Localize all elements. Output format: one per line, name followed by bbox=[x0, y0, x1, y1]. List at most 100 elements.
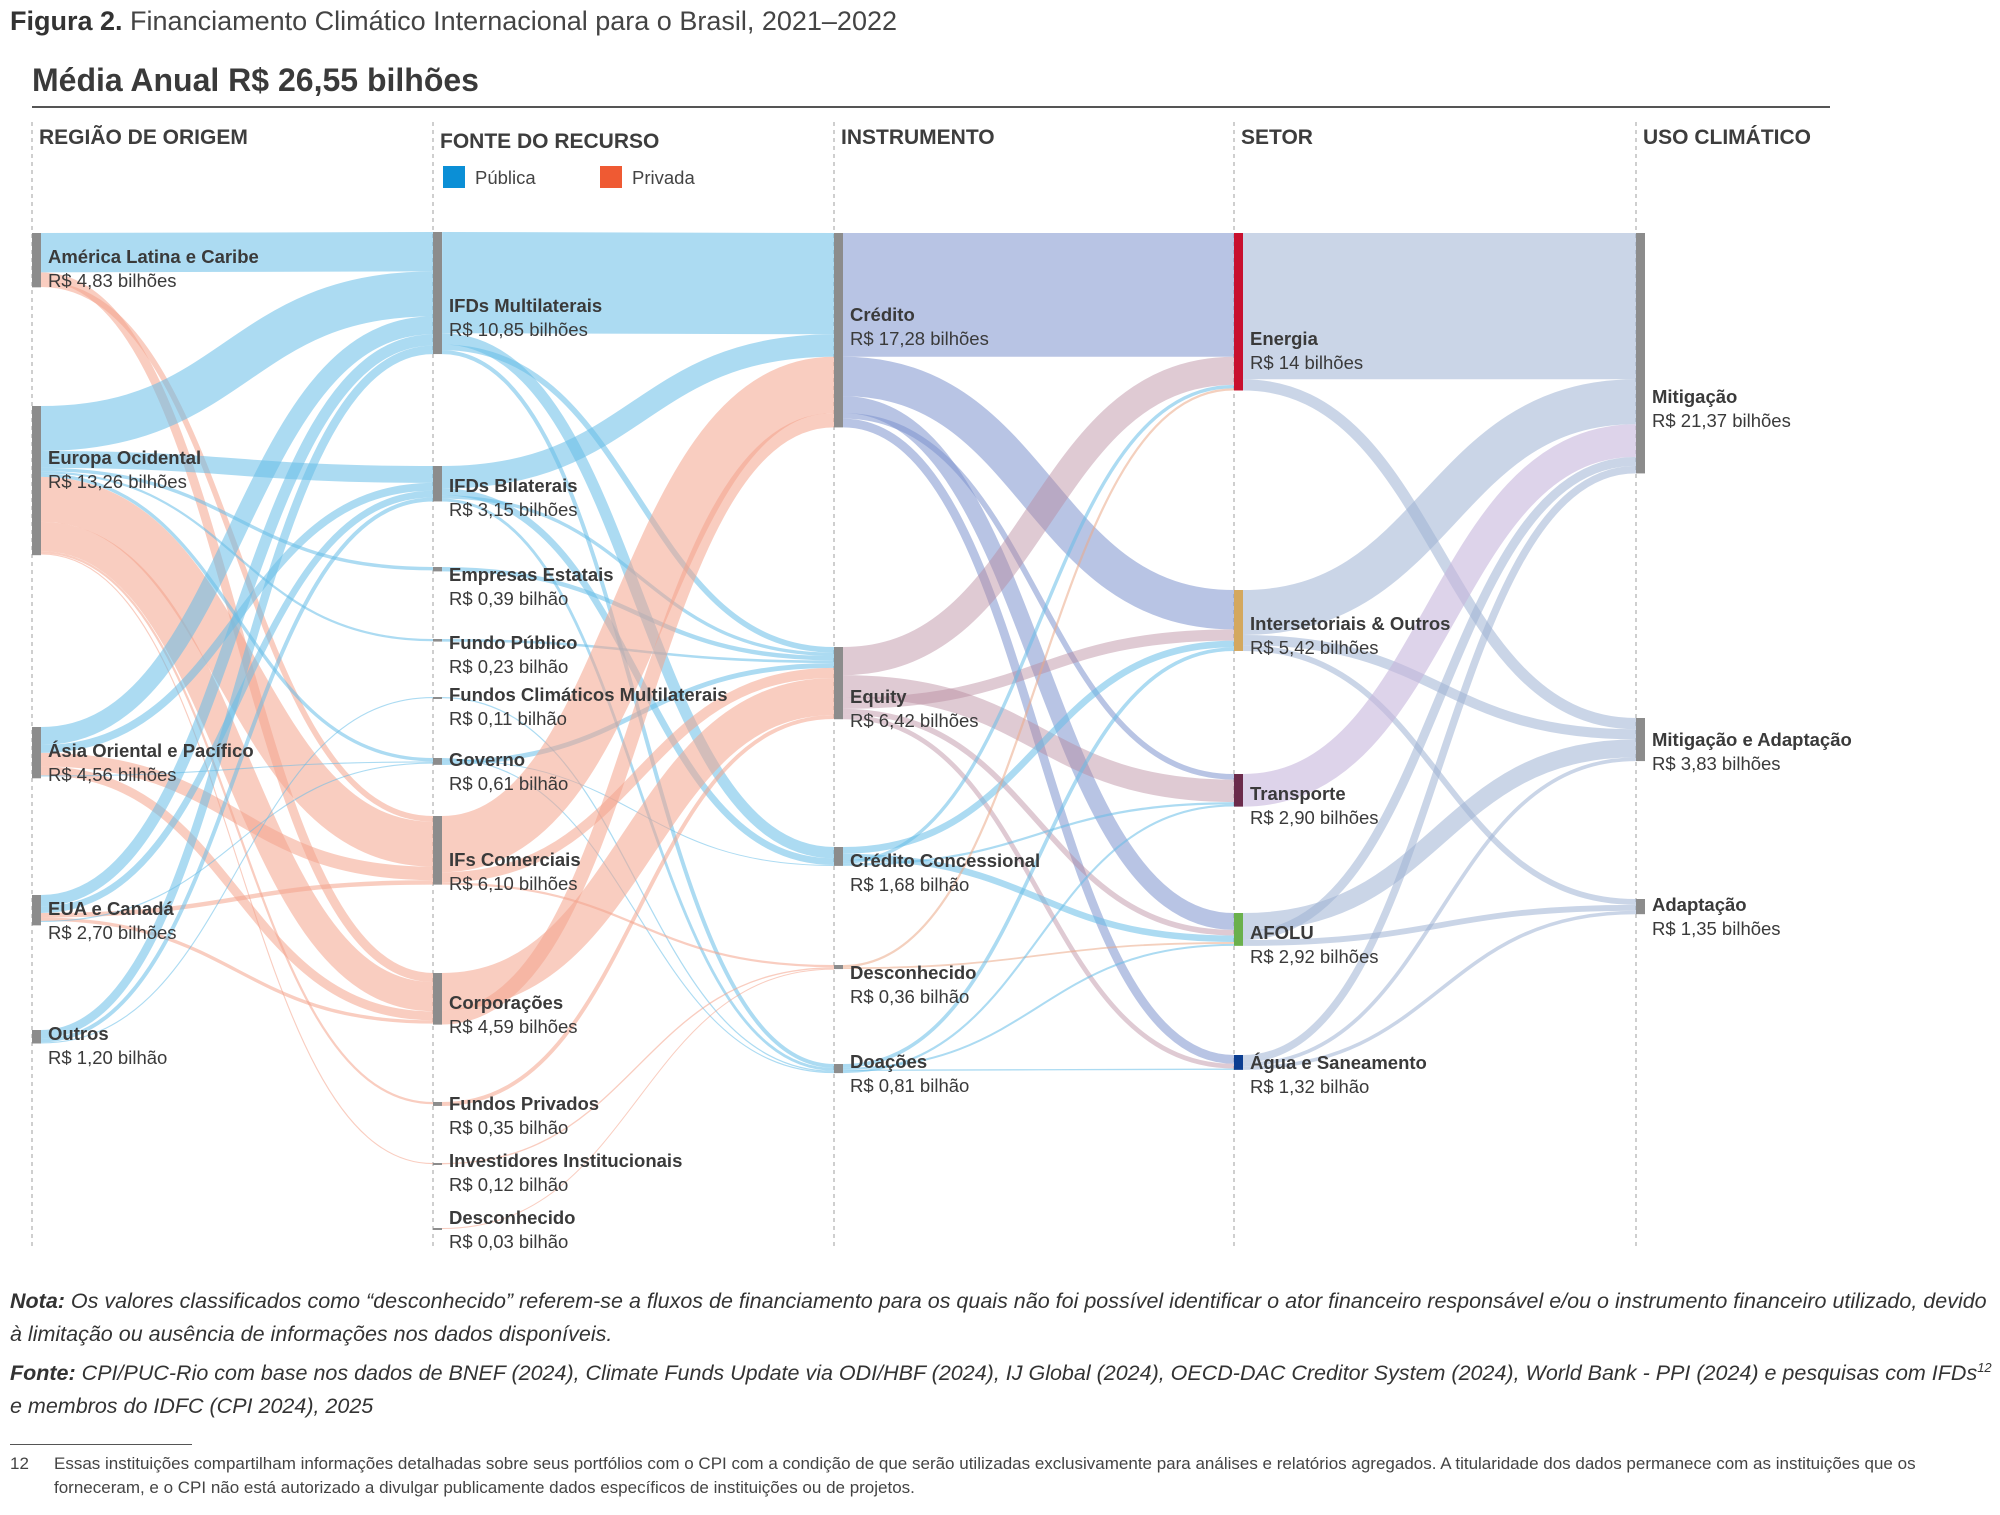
node-value-fcm: R$ 0,11 bilhão bbox=[449, 708, 567, 729]
node-credito-cred bbox=[834, 233, 843, 428]
node-value-inter: R$ 5,42 bilhões bbox=[1250, 637, 1379, 658]
node-label-ifdb: IFDs Bilaterais bbox=[449, 475, 578, 496]
flow-corp-to-cred bbox=[441, 413, 835, 1025]
node-asia-oriental-e-pacifico-aop bbox=[32, 727, 41, 779]
flow-cred-to-agua bbox=[842, 418, 1235, 1064]
node-value-desc2: R$ 0,36 bilhão bbox=[850, 986, 969, 1007]
node-mitigacao-e-adaptacao-mitad bbox=[1636, 718, 1645, 762]
node-value-empe: R$ 0,39 bilhão bbox=[449, 588, 568, 609]
node-label-aop: Ásia Oriental e Pacífico bbox=[48, 740, 254, 761]
node-desconhecido-desc1 bbox=[433, 1228, 442, 1230]
flow-agua-to-mit bbox=[1242, 465, 1637, 1063]
node-value-agua: R$ 1,32 bilhão bbox=[1250, 1076, 1369, 1097]
flow-eo-to-fpub bbox=[40, 471, 434, 642]
node-mitigacao-mit bbox=[1636, 233, 1645, 474]
flow-desc1-to-desc2 bbox=[441, 968, 835, 1229]
fonte-label: Fonte: bbox=[10, 1361, 76, 1386]
node-america-latina-e-caribe-alc bbox=[32, 233, 41, 288]
node-agua-e-saneamento-agua bbox=[1234, 1055, 1243, 1070]
node-value-invi: R$ 0,12 bilhão bbox=[449, 1174, 568, 1195]
node-labels: América Latina e Caribe R$ 4,83 bilhões Eu… bbox=[48, 246, 1852, 1252]
node-value-doa: R$ 0,81 bilhão bbox=[850, 1075, 969, 1096]
node-equity-eq bbox=[834, 647, 843, 720]
node-label-ifdm: IFDs Multilaterais bbox=[449, 295, 602, 316]
figure-title-text: Financiamento Climático Internacional pa… bbox=[130, 6, 897, 36]
flow-credc-to-trans bbox=[842, 802, 1235, 866]
node-outros-out bbox=[32, 1030, 41, 1044]
node-fundo-publico-fpub bbox=[433, 639, 442, 642]
figure-title: Figura 2. Financiamento Climático Intern… bbox=[10, 6, 897, 37]
flow-invi-to-desc2 bbox=[441, 967, 835, 1165]
flow-ifc-to-eq bbox=[441, 667, 835, 883]
node-label-ifc: IFs Comerciais bbox=[449, 849, 581, 870]
column-header-setor: SETOR bbox=[1241, 126, 1313, 149]
column-header-uso-climatico: USO CLIMÁTICO bbox=[1643, 126, 1811, 149]
flow-eq-to-afolu bbox=[842, 708, 1235, 936]
flow-ifdm-to-eq bbox=[441, 344, 835, 653]
flow-ifdm-to-cred bbox=[441, 232, 835, 335]
node-label-empe: Empresas Estatais bbox=[449, 564, 614, 585]
legend-label-privada: Privada bbox=[632, 167, 695, 188]
node-europa-ocidental-eo bbox=[32, 406, 41, 556]
flow-ene-to-mitad bbox=[1242, 379, 1637, 730]
footnote-number: 12 bbox=[10, 1454, 29, 1473]
flow-afolu-to-mit bbox=[1242, 456, 1637, 940]
flow-afolu-to-adap bbox=[1242, 904, 1637, 946]
node-value-credc: R$ 1,68 bilhão bbox=[850, 874, 969, 895]
flow-eq-to-trans bbox=[842, 675, 1235, 803]
flow-out-to-ifdb bbox=[40, 497, 434, 1043]
node-value-aop: R$ 4,56 bilhões bbox=[48, 764, 177, 785]
legend-label-publica: Pública bbox=[475, 167, 536, 188]
node-value-eo: R$ 13,26 bilhões bbox=[48, 471, 187, 492]
node-label-eo: Europa Ocidental bbox=[48, 447, 201, 468]
flow-euc-to-corp bbox=[40, 917, 434, 1024]
node-label-desc2: Desconhecido bbox=[850, 962, 976, 983]
node-label-cred: Crédito bbox=[850, 304, 915, 325]
node-doacoes-doa bbox=[834, 1064, 843, 1074]
flow-out-to-fcm bbox=[40, 697, 434, 1044]
node-value-corp: R$ 4,59 bilhões bbox=[449, 1016, 578, 1037]
flow-eo-to-invi bbox=[40, 553, 434, 1165]
node-value-gov: R$ 0,61 bilhão bbox=[449, 773, 568, 794]
node-value-eq: R$ 6,42 bilhões bbox=[850, 710, 979, 731]
node-value-mit: R$ 21,37 bilhões bbox=[1652, 410, 1791, 431]
node-value-trans: R$ 2,90 bilhões bbox=[1250, 807, 1379, 828]
flow-aop-to-corp bbox=[40, 766, 434, 1021]
column-headers: REGIÃO DE ORIGEM FONTE DO RECURSO INSTRUME… bbox=[39, 126, 1811, 153]
chart-subtitle: Média Anual R$ 26,55 bilhões bbox=[32, 62, 479, 98]
node-governo-gov bbox=[433, 758, 442, 765]
sankey-nodes bbox=[32, 232, 1645, 1230]
flow-agua-to-mitad bbox=[1242, 757, 1637, 1067]
node-value-adap: R$ 1,35 bilhões bbox=[1652, 918, 1781, 939]
flow-agua-to-adap bbox=[1242, 910, 1637, 1070]
fonte-text-1: CPI/PUC-Rio com base nos dados de BNEF (… bbox=[81, 1361, 1978, 1386]
node-ifs-comerciais-ifc bbox=[433, 816, 442, 885]
flow-aop-to-ifdm bbox=[40, 316, 434, 745]
column-header-instrumento: INSTRUMENTO bbox=[841, 126, 995, 149]
flow-aop-to-ifc bbox=[40, 752, 434, 881]
node-value-afolu: R$ 2,92 bilhões bbox=[1250, 946, 1379, 967]
node-empresas-estatais-empe bbox=[433, 567, 442, 572]
flow-alc-to-ifdm bbox=[40, 232, 434, 273]
node-investidores-institucionais-invi bbox=[433, 1163, 442, 1165]
node-label-alc: América Latina e Caribe bbox=[48, 246, 259, 267]
node-label-afolu: AFOLU bbox=[1250, 922, 1314, 943]
flow-gov-to-doa bbox=[441, 758, 835, 1074]
flow-eo-to-ifdm bbox=[40, 271, 434, 451]
flow-links bbox=[40, 232, 1637, 1229]
title-divider bbox=[32, 106, 1830, 108]
node-corporacoes-corp bbox=[433, 973, 442, 1025]
node-value-ifdm: R$ 10,85 bilhões bbox=[449, 319, 588, 340]
legend: Pública Privada bbox=[443, 166, 695, 188]
fonte-line: Fonte: CPI/PUC-Rio com base nos dados de… bbox=[10, 1351, 1995, 1423]
node-label-gov: Governo bbox=[449, 749, 525, 770]
node-label-inter: Intersetoriais & Outros bbox=[1250, 613, 1450, 634]
node-energia-ene bbox=[1234, 233, 1243, 391]
flow-out-to-ifdm bbox=[40, 345, 434, 1039]
flow-doa-to-agua bbox=[842, 1068, 1235, 1071]
fonte-text-2: e membros do IDFC (CPI 2024), 2025 bbox=[10, 1394, 374, 1419]
node-value-mitad: R$ 3,83 bilhões bbox=[1652, 753, 1781, 774]
node-label-fcm: Fundos Climáticos Multilaterais bbox=[449, 684, 728, 705]
node-desconhecido-desc2 bbox=[834, 965, 843, 970]
flow-ifc-to-cred bbox=[440, 356, 836, 873]
